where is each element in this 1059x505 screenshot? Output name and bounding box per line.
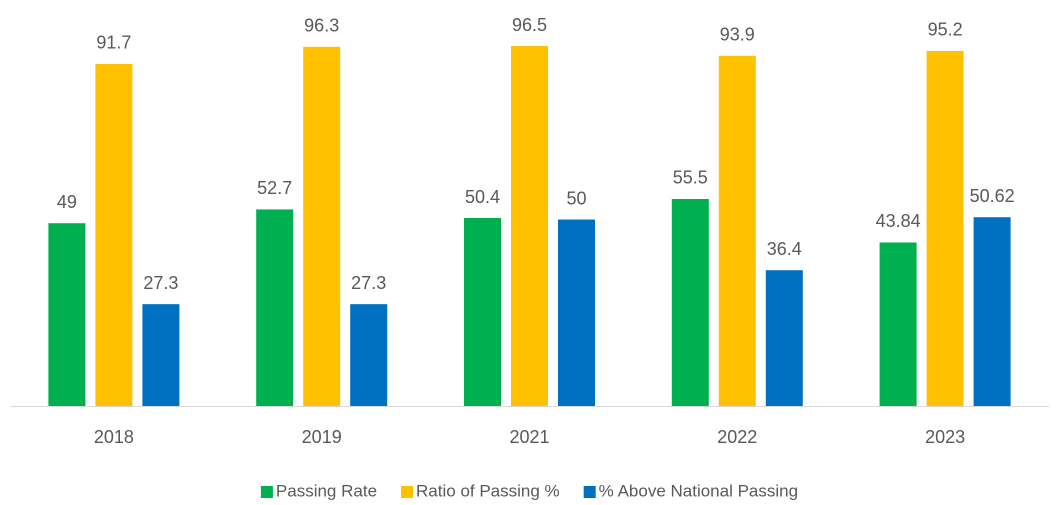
value-label: 91.7 [96, 33, 131, 53]
value-label: 49 [57, 192, 77, 212]
bar [350, 304, 388, 406]
bar [765, 270, 803, 406]
bar [973, 217, 1011, 406]
legend-swatch [260, 486, 273, 498]
bar [926, 50, 964, 407]
x-tick-label: 2022 [717, 427, 757, 447]
value-label: 93.9 [720, 25, 755, 45]
bar [558, 219, 595, 406]
bar [142, 304, 180, 406]
value-label: 27.3 [351, 273, 386, 293]
value-label: 95.2 [928, 20, 963, 40]
bar [256, 209, 294, 406]
value-label: 27.3 [143, 273, 178, 293]
legend-label: Passing Rate [276, 481, 377, 500]
value-label: 50.4 [465, 187, 500, 207]
bar [511, 46, 548, 407]
value-label: 50.62 [970, 186, 1015, 206]
value-label: 50 [566, 188, 586, 208]
x-tick-label: 2021 [509, 427, 549, 447]
x-tick-label: 2018 [94, 427, 134, 447]
bar [671, 198, 709, 406]
value-label: 52.7 [257, 178, 292, 198]
x-tick-label: 2023 [925, 427, 965, 447]
value-label: 55.5 [673, 168, 708, 188]
bar [464, 218, 501, 406]
x-tick-label: 2019 [302, 427, 342, 447]
bar [303, 46, 341, 407]
value-label: 96.5 [512, 15, 547, 35]
legend-swatch [583, 486, 596, 498]
bar [95, 63, 133, 407]
value-label: 36.4 [767, 239, 802, 259]
value-label: 96.3 [304, 16, 339, 36]
bar [879, 242, 917, 406]
legend-swatch [401, 486, 414, 498]
bar [718, 55, 756, 407]
bar [48, 223, 86, 406]
legend-label: Ratio of Passing % [416, 481, 560, 500]
value-label: 43.84 [876, 211, 921, 231]
legend-label: % Above National Passing [599, 481, 798, 500]
